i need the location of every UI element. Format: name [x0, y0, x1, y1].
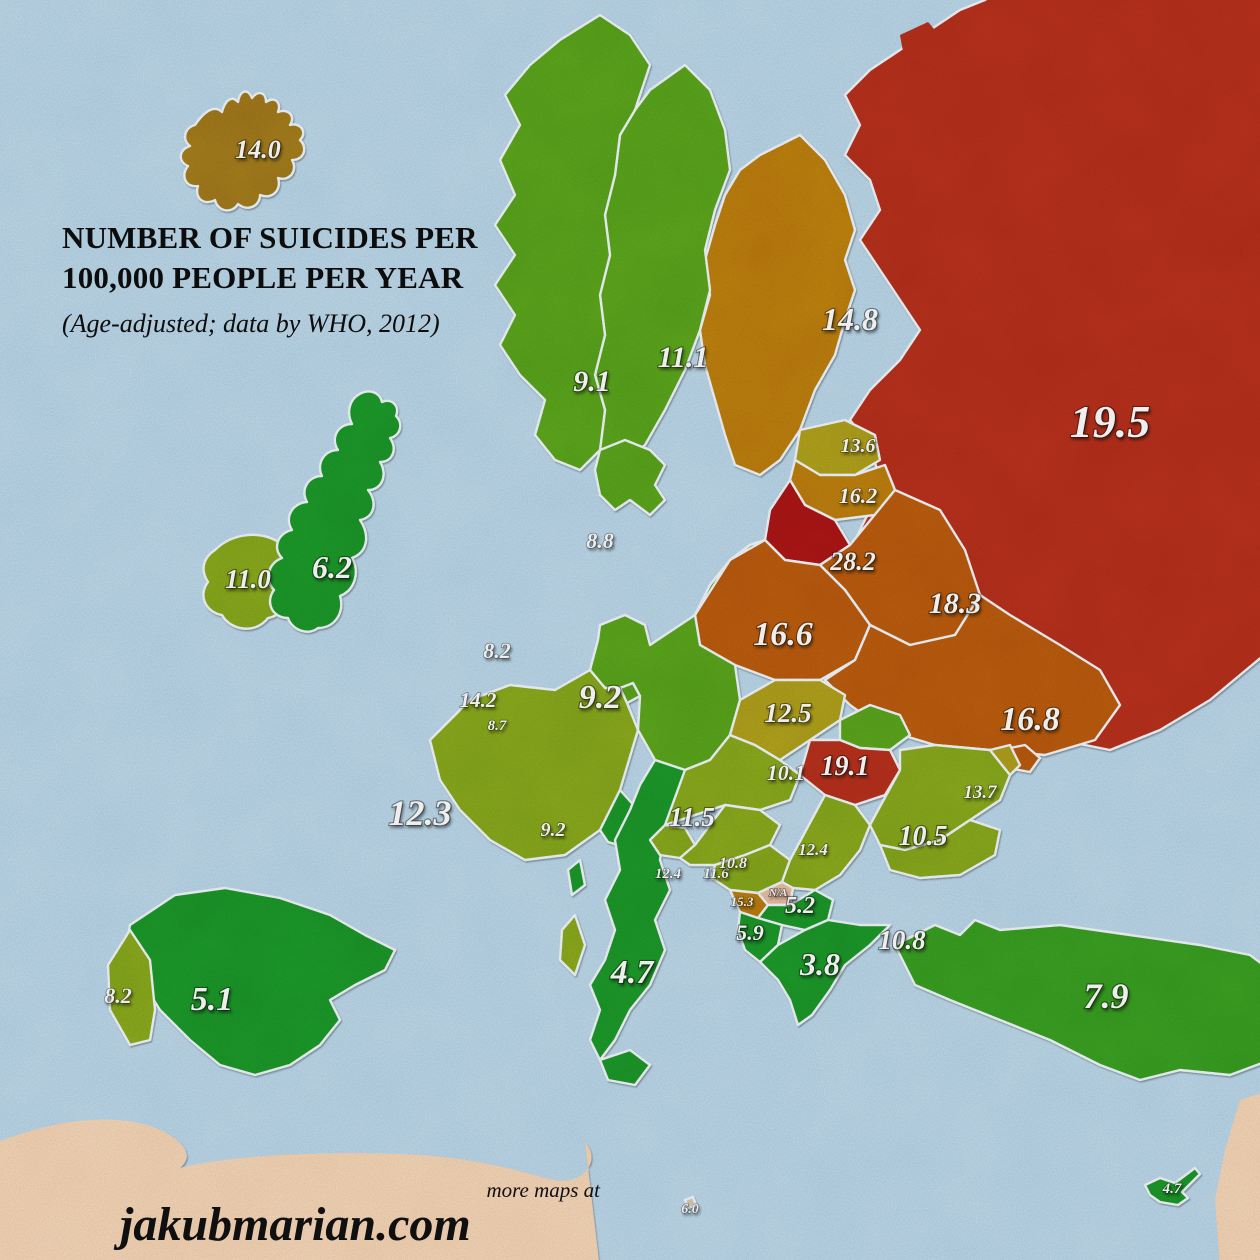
svg-text:11.1: 11.1	[658, 341, 709, 374]
svg-text:19.1: 19.1	[821, 751, 870, 782]
svg-text:11.0: 11.0	[225, 564, 271, 594]
svg-text:5.1: 5.1	[191, 981, 234, 1018]
svg-text:10.8: 10.8	[719, 855, 747, 872]
svg-text:19.5: 19.5	[1070, 396, 1151, 447]
svg-text:8.2: 8.2	[483, 638, 511, 663]
svg-text:11.5: 11.5	[669, 802, 715, 832]
svg-text:10.1: 10.1	[767, 760, 806, 785]
svg-text:14.0: 14.0	[235, 135, 281, 164]
svg-text:8.8: 8.8	[586, 528, 614, 553]
svg-text:13.6: 13.6	[841, 435, 876, 457]
svg-text:6.2: 6.2	[312, 549, 352, 585]
svg-text:16.6: 16.6	[753, 616, 813, 653]
svg-text:16.8: 16.8	[1000, 701, 1060, 738]
svg-text:6.0: 6.0	[681, 1202, 699, 1217]
svg-text:10.5: 10.5	[899, 821, 948, 852]
svg-text:8.7: 8.7	[488, 718, 507, 734]
svg-text:7.9: 7.9	[1084, 976, 1129, 1016]
svg-text:8.2: 8.2	[104, 983, 132, 1008]
svg-text:28.2: 28.2	[829, 547, 876, 576]
svg-text:13.7: 13.7	[963, 782, 998, 803]
svg-text:4.7: 4.7	[610, 954, 656, 991]
svg-text:16.2: 16.2	[839, 483, 878, 508]
svg-text:10.8: 10.8	[878, 925, 926, 955]
svg-text:9.2: 9.2	[579, 679, 622, 716]
svg-text:15.3: 15.3	[731, 894, 754, 909]
svg-text:9.1: 9.1	[573, 365, 611, 398]
svg-text:12.5: 12.5	[764, 698, 811, 728]
svg-text:18.3: 18.3	[929, 587, 982, 620]
svg-text:14.8: 14.8	[822, 301, 878, 337]
svg-text:5.2: 5.2	[785, 893, 815, 919]
svg-text:12.3: 12.3	[389, 793, 452, 833]
svg-text:14.2: 14.2	[460, 688, 497, 712]
svg-text:5.9: 5.9	[736, 920, 764, 945]
svg-text:4.7: 4.7	[1162, 1181, 1182, 1197]
svg-text:3.8: 3.8	[799, 946, 840, 982]
svg-text:12.4: 12.4	[655, 866, 682, 882]
svg-text:9.2: 9.2	[541, 819, 566, 841]
svg-text:12.4: 12.4	[798, 840, 828, 859]
